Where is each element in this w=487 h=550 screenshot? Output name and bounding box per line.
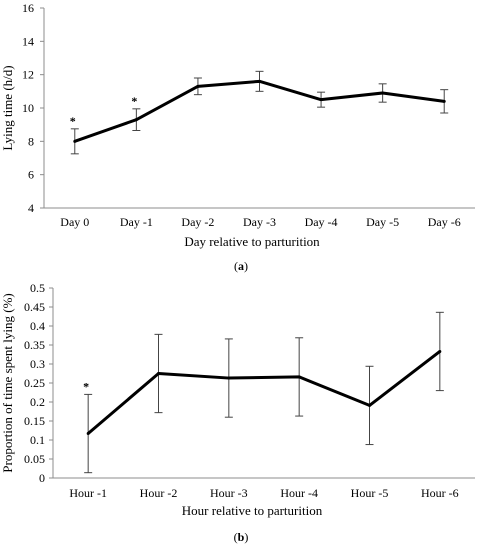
y-axis-label: Proportion of time spent lying (%) — [0, 293, 15, 472]
x-tick-label: Day -1 — [120, 215, 153, 229]
y-tick-label: 0.2 — [30, 395, 45, 409]
y-tick-label: 10 — [22, 101, 34, 115]
data-point — [442, 99, 446, 103]
significance-asterisk: * — [70, 114, 76, 128]
y-tick-label: 4 — [28, 201, 34, 215]
x-tick-label: Day -5 — [366, 215, 399, 229]
panel-label-b: (b) — [234, 530, 249, 544]
x-tick-label: Hour -3 — [210, 486, 248, 500]
y-tick-label: 0.4 — [30, 319, 45, 333]
x-tick-label: Day -3 — [243, 215, 276, 229]
x-tick-label: Hour -1 — [69, 486, 107, 500]
y-tick-label: 16 — [22, 1, 34, 15]
y-tick-label: 0.35 — [24, 338, 45, 352]
x-tick-label: Day -6 — [428, 215, 461, 229]
y-tick-label: 14 — [22, 34, 34, 48]
data-point — [297, 375, 301, 379]
data-point — [381, 91, 385, 95]
x-axis-label: Hour relative to parturition — [182, 503, 323, 518]
series-line — [87, 350, 441, 435]
data-point — [438, 349, 442, 353]
x-axis-label: Day relative to parturition — [184, 234, 320, 249]
x-tick-label: Day -2 — [181, 215, 214, 229]
x-tick-label: Hour -6 — [421, 486, 459, 500]
chart-b: Proportion of time spent lying (%) Hour … — [0, 281, 475, 544]
significance-asterisk: * — [131, 94, 137, 108]
y-tick-label: 0.05 — [24, 452, 45, 466]
y-tick-label: 8 — [28, 134, 34, 148]
panel-label-a: (a) — [234, 259, 248, 273]
x-tick-label: Hour -5 — [351, 486, 389, 500]
data-point — [227, 376, 231, 380]
data-point — [134, 118, 138, 122]
panel-letter-a: a — [238, 259, 244, 273]
data-point — [157, 372, 160, 375]
y-tick-label: 0.15 — [24, 414, 45, 428]
y-tick-label: 0 — [39, 471, 45, 485]
data-point — [368, 403, 371, 407]
significance-asterisk: * — [83, 379, 89, 393]
y-tick-label: 0.25 — [24, 376, 45, 390]
x-tick-label: Hour -4 — [280, 486, 318, 500]
y-tick-label: 0.45 — [24, 300, 45, 314]
panel-letter-b: b — [238, 530, 245, 544]
y-axis-label: Lying time (h/d) — [0, 65, 15, 150]
data-point — [86, 432, 90, 436]
x-tick-label: Hour -2 — [140, 486, 178, 500]
data-point — [319, 98, 323, 102]
x-tick-label: Day 0 — [60, 215, 89, 229]
chart-a: Lying time (h/d) Day relative to parturi… — [0, 1, 475, 273]
y-tick-label: 0.3 — [30, 357, 45, 371]
data-point — [258, 79, 261, 83]
x-tick-label: Day -4 — [305, 215, 338, 229]
y-tick-label: 12 — [22, 68, 34, 82]
data-point — [196, 84, 200, 88]
data-point — [73, 139, 77, 143]
y-tick-label: 0.1 — [30, 433, 45, 447]
y-tick-label: 6 — [28, 168, 34, 182]
y-tick-label: 0.5 — [30, 281, 45, 295]
